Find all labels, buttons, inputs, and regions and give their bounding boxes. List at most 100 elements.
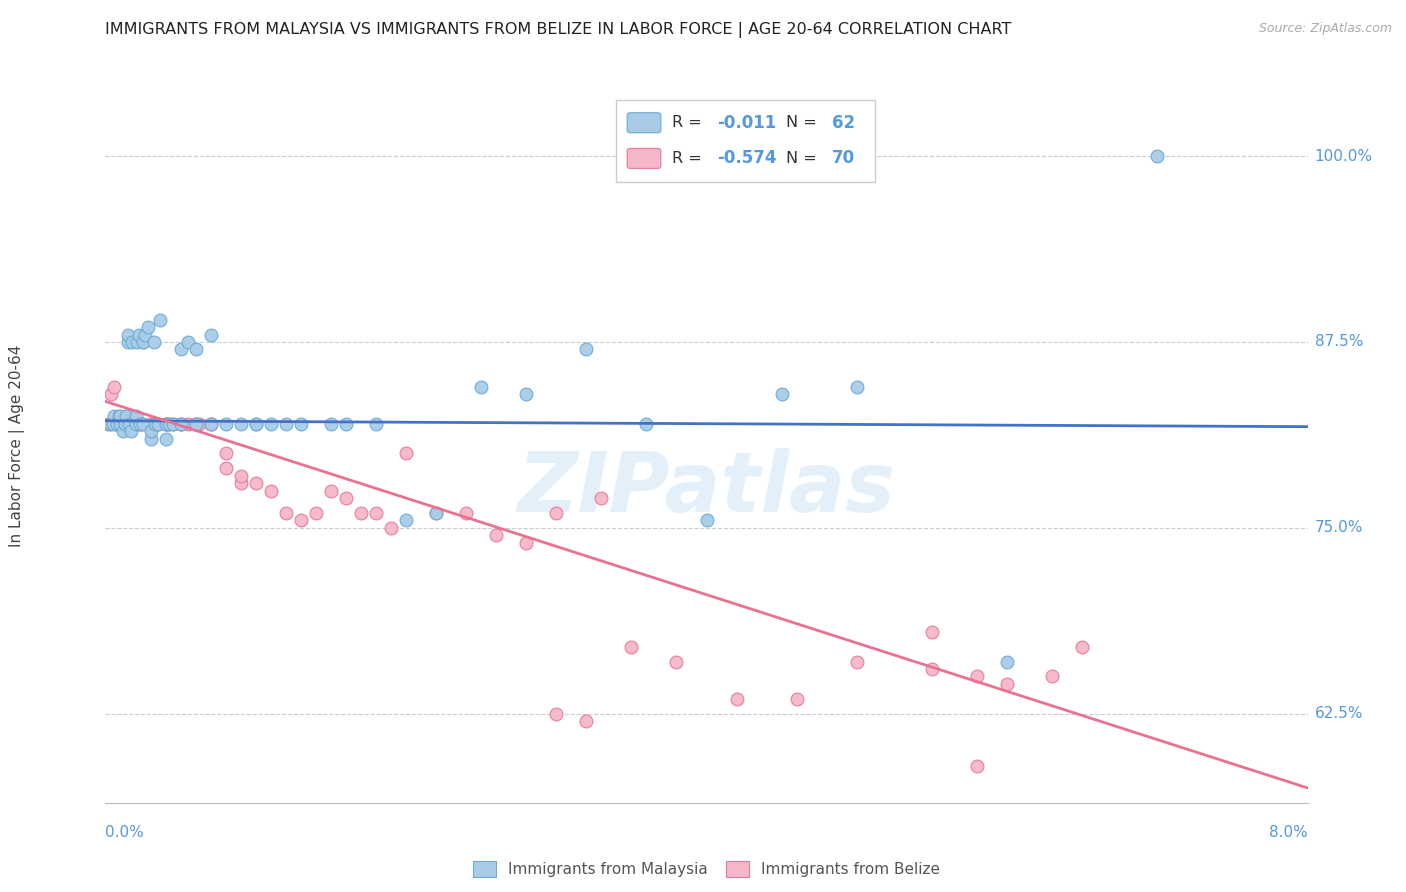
Point: [214, 461, 236, 475]
Point: [155, 417, 177, 431]
Point: [139, 424, 162, 438]
Point: [454, 506, 477, 520]
Point: [121, 334, 143, 349]
Point: [148, 312, 170, 326]
Point: [112, 424, 135, 438]
Point: [319, 417, 342, 431]
Point: [103, 409, 125, 424]
Point: [139, 417, 162, 431]
Text: ZIPatlas: ZIPatlas: [517, 449, 896, 529]
Text: 100.0%: 100.0%: [1315, 149, 1372, 163]
Point: [515, 387, 537, 401]
Point: [470, 379, 492, 393]
Point: [425, 506, 447, 520]
Point: [395, 513, 418, 527]
Point: [921, 624, 943, 639]
Point: [117, 327, 139, 342]
Point: [575, 343, 598, 357]
Point: [155, 432, 177, 446]
Point: [290, 513, 312, 527]
Point: [245, 417, 267, 431]
Point: [128, 417, 150, 431]
Point: [114, 417, 136, 431]
Point: [162, 417, 184, 431]
Point: [200, 327, 222, 342]
Point: [229, 476, 252, 491]
Point: [845, 379, 868, 393]
Point: [380, 521, 402, 535]
Point: [104, 417, 127, 431]
Point: [184, 417, 207, 431]
Point: [132, 417, 155, 431]
Point: [350, 506, 373, 520]
Point: [169, 417, 191, 431]
Point: [995, 677, 1018, 691]
Point: [364, 417, 387, 431]
Point: [546, 706, 568, 721]
Point: [139, 432, 162, 446]
Point: [290, 417, 312, 431]
Point: [260, 417, 283, 431]
Point: [155, 417, 177, 431]
Point: [184, 417, 207, 431]
Point: [546, 506, 568, 520]
Point: [162, 417, 184, 431]
FancyBboxPatch shape: [627, 112, 661, 133]
Point: [132, 334, 155, 349]
Point: [725, 691, 748, 706]
Point: [115, 409, 138, 424]
Point: [786, 691, 808, 706]
Point: [177, 417, 200, 431]
Point: [305, 506, 328, 520]
Point: [169, 417, 191, 431]
Point: [112, 417, 135, 431]
Point: [184, 343, 207, 357]
Point: [97, 417, 120, 431]
Point: [157, 417, 180, 431]
Point: [274, 417, 297, 431]
Point: [696, 513, 718, 527]
Point: [200, 417, 222, 431]
Point: [117, 417, 139, 431]
Point: [145, 417, 167, 431]
Point: [117, 334, 139, 349]
Legend: Immigrants from Malaysia, Immigrants from Belize: Immigrants from Malaysia, Immigrants fro…: [472, 862, 941, 877]
Text: -0.011: -0.011: [717, 114, 776, 132]
Point: [101, 417, 124, 431]
Point: [921, 662, 943, 676]
Point: [142, 334, 165, 349]
Point: [146, 417, 169, 431]
Point: [120, 417, 142, 431]
Point: [131, 417, 153, 431]
Point: [143, 417, 166, 431]
Point: [108, 409, 131, 424]
Point: [425, 506, 447, 520]
Point: [120, 424, 142, 438]
Point: [110, 409, 132, 424]
Point: [124, 417, 146, 431]
Point: [136, 320, 159, 334]
Point: [128, 327, 150, 342]
Point: [214, 446, 236, 460]
Text: 75.0%: 75.0%: [1315, 520, 1362, 535]
Point: [319, 483, 342, 498]
Point: [157, 417, 180, 431]
Point: [132, 334, 155, 349]
Text: 87.5%: 87.5%: [1315, 334, 1362, 350]
Point: [107, 417, 129, 431]
Point: [169, 343, 191, 357]
Point: [114, 417, 136, 431]
Point: [1071, 640, 1094, 654]
Point: [177, 334, 200, 349]
Point: [1040, 669, 1063, 683]
Point: [139, 417, 162, 431]
Text: -0.574: -0.574: [717, 150, 778, 168]
Point: [395, 446, 418, 460]
Point: [110, 417, 132, 431]
Point: [200, 417, 222, 431]
Point: [100, 387, 122, 401]
Point: [187, 417, 209, 431]
Point: [142, 417, 165, 431]
Point: [118, 417, 141, 431]
Point: [770, 387, 793, 401]
